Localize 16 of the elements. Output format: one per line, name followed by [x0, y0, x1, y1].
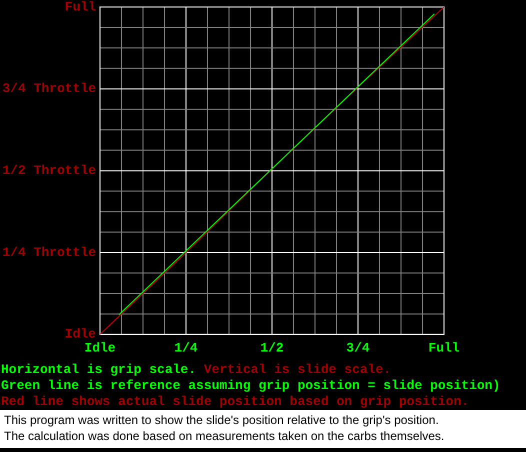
text: This program was written to show the slide's position relative to the grip's position.: [4, 413, 439, 427]
ref-line-label: 1/2 Throttle: [2, 162, 96, 178]
ref-line-label: 1/4 Throttle: [2, 244, 96, 260]
text: Full: [64, 0, 96, 14]
text: Idle: [64, 326, 96, 342]
text: Red line shows actual slide position based on grip position.: [1, 394, 470, 409]
x-tick-label: 3/4: [346, 340, 370, 356]
text: Vertical is slide scale.: [204, 362, 392, 377]
text: The calculation was done based on measurements taken on the carbs themselves.: [4, 429, 444, 443]
text: Green line is reference assuming grip position = slide position): [1, 378, 500, 393]
text: Horizontal is grip scale.: [1, 362, 196, 377]
ref-line-label: 3/4 Throttle: [2, 81, 96, 96]
x-tick-label: Idle: [84, 340, 116, 356]
x-tick-label: 1/2: [260, 340, 284, 356]
x-tick-label: Full: [428, 340, 460, 356]
x-tick-label: 1/4: [174, 340, 198, 356]
